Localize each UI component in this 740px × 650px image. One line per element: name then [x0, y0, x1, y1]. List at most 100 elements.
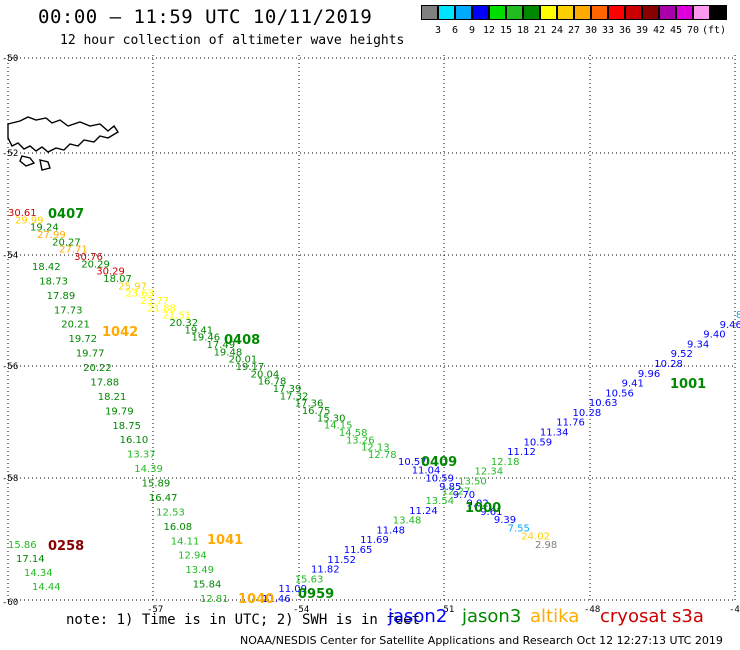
pass-time-label: 1041 — [207, 533, 243, 548]
wave-height-value: 17.49 — [207, 340, 236, 351]
coastline-path — [7, 116, 119, 171]
wave-height-value: 17.88 — [90, 377, 119, 388]
pass-time-label: 0408 — [224, 333, 260, 348]
wave-height-value: 20.29 — [81, 259, 110, 270]
wave-height-value: 14.39 — [134, 464, 163, 475]
lat-tick-label: -50 — [2, 54, 18, 64]
scale-label: (ft) — [701, 25, 727, 36]
falkland-islands-coastline — [7, 116, 119, 171]
wave-height-value: 30.61 — [8, 208, 37, 219]
wave-height-value: 27.99 — [37, 230, 66, 241]
lon-tick-label: -51 — [438, 605, 454, 615]
wave-height-value: 14.11 — [171, 536, 200, 547]
wave-height-value: 19.79 — [105, 406, 134, 417]
wave-height-value: 12.81 — [200, 594, 229, 605]
wave-height-value: 18.75 — [112, 421, 141, 432]
scale-label: 42 — [652, 25, 666, 36]
wave-height-value: 14.44 — [32, 582, 61, 593]
pass-time-label: 1040 — [238, 592, 274, 607]
lon-tick-label: -57 — [147, 605, 163, 615]
pass-time-label: 0959 — [298, 587, 334, 602]
wave-height-value: 18.73 — [39, 276, 68, 287]
lat-tick-label: -60 — [2, 598, 18, 608]
wave-height-value: 11.65 — [344, 545, 373, 556]
map-title: 00:00 – 11:59 UTC 10/11/2019 — [38, 6, 373, 28]
wave-height-value: 9.39 — [494, 515, 516, 526]
scale-label: 24 — [550, 25, 564, 36]
lat-tick-label: -56 — [2, 362, 18, 372]
legend-s3a: s3a — [672, 606, 704, 627]
wave-height-value: 9.52 — [671, 349, 693, 360]
wave-height-value: 30.76 — [74, 252, 103, 263]
scale-label: 3 — [434, 25, 442, 36]
wave-height-value: 13.49 — [185, 565, 214, 576]
scale-swatch — [523, 5, 540, 20]
wave-height-value: 13.54 — [425, 496, 454, 507]
lon-tick-label: -54 — [293, 605, 309, 615]
wave-height-value: 19.72 — [69, 334, 98, 345]
wave-height-value: 9.96 — [638, 369, 660, 380]
scale-swatch — [625, 5, 642, 20]
wave-height-value: 9.61 — [480, 507, 502, 518]
scale-label: 30 — [584, 25, 598, 36]
wave-height-value: 9.85 — [439, 482, 461, 493]
wave-height-value: 11.48 — [376, 525, 405, 536]
wave-height-value: 19.41 — [184, 325, 213, 336]
wave-height-value: 18.42 — [32, 262, 61, 273]
wave-height-value: 12.34 — [474, 467, 503, 478]
pass-time-label: 1042 — [102, 325, 138, 340]
scale-label: 18 — [516, 25, 530, 36]
wave-height-value: 20.01 — [229, 355, 258, 366]
wave-height-value: 17.39 — [273, 384, 302, 395]
wave-height-value: 15.63 — [295, 574, 324, 585]
wave-height-value: 16.78 — [258, 377, 287, 388]
scale-label: 70 — [686, 25, 700, 36]
scale-label: 27 — [567, 25, 581, 36]
pass-time-label: 1001 — [670, 377, 706, 392]
wave-height-value: 10.59 — [425, 474, 454, 485]
lat-tick-label: -58 — [2, 474, 18, 484]
wave-height-value: 11.12 — [507, 447, 536, 458]
wave-height-value: 11.24 — [409, 506, 438, 517]
scale-swatch — [591, 5, 608, 20]
grid-lines — [7, 55, 736, 602]
scale-swatch — [421, 5, 438, 20]
wave-height-value: 14.15 — [324, 421, 353, 432]
footer-note: note: 1) Time is in UTC; 2) SWH is in fe… — [66, 612, 421, 628]
scale-label: 39 — [635, 25, 649, 36]
wave-height-value: 21.88 — [147, 303, 176, 314]
wave-height-value: 10.59 — [524, 437, 553, 448]
wave-height-value: 20.32 — [169, 318, 198, 329]
scale-swatch — [642, 5, 659, 20]
wave-height-value: 13.26 — [346, 435, 375, 446]
wave-height-value: 17.14 — [16, 554, 45, 565]
wave-height-value: 27.71 — [59, 245, 88, 256]
legend-jason3: jason3 — [462, 606, 522, 627]
wave-height-value: 16.47 — [149, 493, 178, 504]
scale-swatch — [472, 5, 489, 20]
wave-height-value: 19.77 — [76, 349, 105, 360]
wave-height-value: 11.46 — [262, 594, 291, 605]
wave-height-value: 20.04 — [251, 369, 280, 380]
wave-height-value: 9.02 — [467, 499, 489, 510]
wave-height-value: 10.56 — [605, 388, 634, 399]
wave-height-value: 12.18 — [491, 457, 520, 468]
wave-height-value: 29.99 — [15, 215, 44, 226]
wave-height-value: 13.37 — [127, 450, 156, 461]
wave-height-value: 11.34 — [540, 428, 569, 439]
wave-height-value: 10.63 — [589, 398, 618, 409]
wave-height-value: 2.98 — [535, 540, 557, 551]
scale-swatch — [506, 5, 523, 20]
scale-label: 36 — [618, 25, 632, 36]
scale-swatch — [540, 5, 557, 20]
wave-height-value: 10.57 — [398, 457, 427, 468]
scale-label: 45 — [669, 25, 683, 36]
wave-height-value: 12.53 — [156, 507, 185, 518]
wave-height-value: 11.09 — [278, 584, 307, 595]
wave-height-value: 23.63 — [125, 289, 154, 300]
wave-height-value: 12.78 — [368, 450, 397, 461]
wave-height-value: 18.07 — [103, 274, 132, 285]
wave-height-value: 9.41 — [622, 379, 644, 390]
wave-height-value: 15.30 — [317, 413, 346, 424]
